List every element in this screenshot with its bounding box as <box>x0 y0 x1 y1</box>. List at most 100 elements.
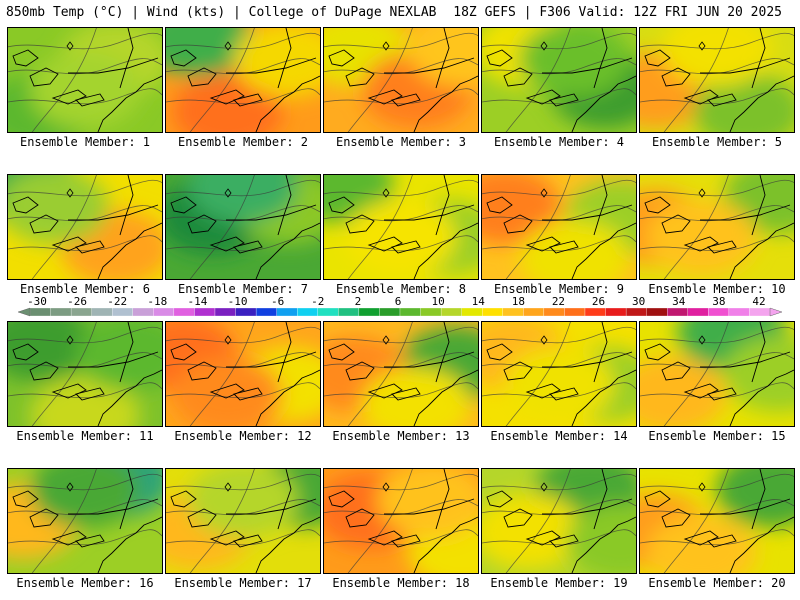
temperature-field-map <box>166 469 320 573</box>
temperature-field-map <box>166 322 320 426</box>
coastline-border <box>700 204 791 221</box>
temperature-field-map <box>482 28 636 132</box>
wind-contour <box>482 32 636 50</box>
run-valid-time: 18Z GEFS | F306 Valid: 12Z FRI JUN 20 20… <box>453 5 782 20</box>
colorbar-bin <box>338 307 360 317</box>
colorbar-bin <box>420 307 442 317</box>
wind-contour <box>324 235 478 252</box>
colorbar-bin <box>646 307 668 317</box>
coastline-border <box>413 222 478 279</box>
coastline-border <box>209 383 245 399</box>
station-marker-icon <box>66 482 74 492</box>
coastline-border <box>503 361 533 381</box>
colorbar-bin <box>728 307 750 317</box>
temperature-field-map <box>640 469 794 573</box>
colorbar-bin <box>358 307 380 317</box>
coastline-border <box>707 387 737 401</box>
ensemble-map-panel <box>7 468 163 574</box>
station-marker-icon <box>66 41 74 51</box>
ensemble-member-label: Ensemble Member: 15 <box>648 429 786 443</box>
ensemble-map-panel <box>165 468 321 574</box>
station-marker-icon <box>698 482 706 492</box>
coastline-border <box>75 240 105 254</box>
coastline-border <box>486 343 513 361</box>
wind-contour <box>347 469 413 573</box>
colorbar-bin <box>461 307 483 317</box>
coastline-border <box>542 204 633 221</box>
coastline-border <box>97 75 162 132</box>
station-marker-icon <box>66 335 74 345</box>
wind-contour <box>324 88 478 105</box>
ensemble-map-panel <box>639 321 795 427</box>
station-marker-icon <box>224 482 232 492</box>
colorbar-tick-label: -14 <box>187 295 208 308</box>
colorbar-tick-label: -22 <box>107 295 128 308</box>
ensemble-member-label: Ensemble Member: 5 <box>651 135 783 149</box>
ensemble-member-label: Ensemble Member: 8 <box>335 282 467 296</box>
coastline-border <box>170 343 197 361</box>
coastline-border <box>328 49 355 67</box>
temperature-field-map <box>640 28 794 132</box>
coastline-border <box>328 343 355 361</box>
coastline-border <box>51 236 87 252</box>
coastline-border <box>51 383 87 399</box>
coastline-border <box>525 383 561 399</box>
ensemble-map-panel <box>481 468 637 574</box>
wind-contour <box>8 529 162 546</box>
wind-contour <box>31 322 97 426</box>
wind-contour <box>189 322 255 426</box>
coastline-border <box>277 469 292 530</box>
coastline-border <box>751 469 766 530</box>
coastline-border <box>549 240 579 254</box>
coastline-border <box>751 28 766 89</box>
coastline-border <box>435 322 450 383</box>
coastline-border <box>51 89 87 105</box>
wind-contour <box>31 175 97 279</box>
colorbar-bin <box>50 307 72 317</box>
station-marker-icon <box>698 41 706 51</box>
coastline-border <box>683 236 719 252</box>
coastline-border <box>209 530 245 546</box>
colorbar-bin <box>584 307 606 317</box>
coastline-border <box>413 369 478 426</box>
wind-contour <box>189 175 255 279</box>
coastline-border <box>345 214 375 234</box>
coastline-border <box>209 89 245 105</box>
coastline-border <box>707 534 737 548</box>
coastline-border <box>571 516 636 573</box>
coastline-border <box>233 93 263 107</box>
coastline-border <box>119 28 134 89</box>
coastline-border <box>12 490 39 508</box>
ensemble-member-label: Ensemble Member: 13 <box>332 429 470 443</box>
ensemble-map-panel <box>165 321 321 427</box>
wind-contour <box>640 32 794 50</box>
coastline-border <box>187 508 217 528</box>
colorbar-tick-label: 26 <box>591 295 606 308</box>
coastline-border <box>277 175 292 236</box>
ensemble-map-panel <box>7 174 163 280</box>
ensemble-map-panel <box>481 174 637 280</box>
coastline-border <box>170 490 197 508</box>
ensemble-map-panel <box>7 27 163 133</box>
temperature-field-map <box>324 175 478 279</box>
wind-contour <box>31 28 97 132</box>
ensemble-map-panel <box>323 321 479 427</box>
coastline-border <box>68 351 159 368</box>
coastline-border <box>367 89 403 105</box>
colorbar-bin <box>194 307 216 317</box>
coastline-border <box>209 236 245 252</box>
coastline-border <box>549 93 579 107</box>
wind-contour <box>8 179 162 197</box>
colorbar-bin <box>564 307 586 317</box>
colorbar-tick-label: 18 <box>511 295 525 308</box>
coastline-border <box>661 214 691 234</box>
colorbar-tick-label: -10 <box>227 295 248 308</box>
temperature-field-map <box>8 175 162 279</box>
wind-contour <box>640 179 794 197</box>
colorbar-max-arrow-icon <box>769 307 783 317</box>
coastline-border <box>233 534 263 548</box>
temperature-field-map <box>482 322 636 426</box>
wind-contour <box>189 469 255 573</box>
wind-contour <box>482 179 636 197</box>
colorbar-bin <box>276 307 298 317</box>
